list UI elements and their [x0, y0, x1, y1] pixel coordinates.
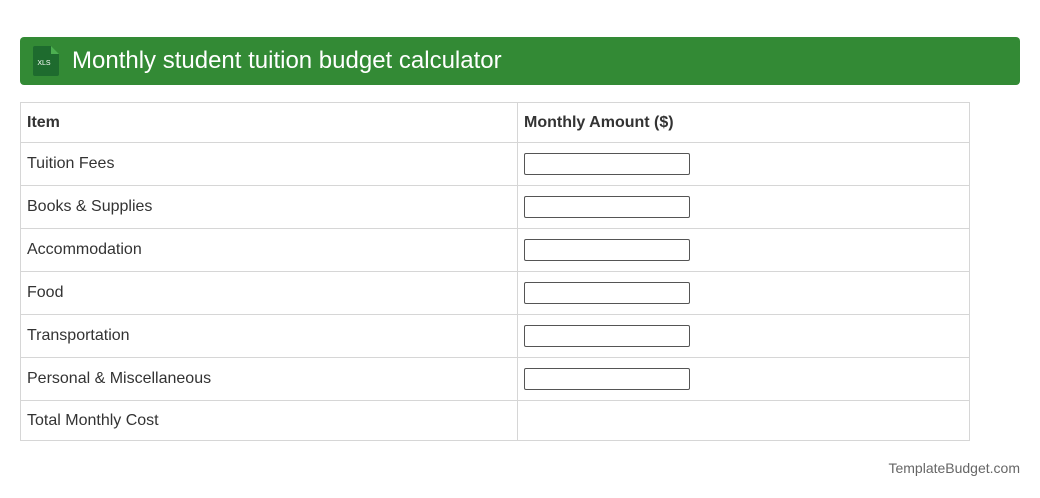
amount-cell [517, 357, 970, 401]
amount-input[interactable] [524, 239, 690, 261]
amount-input[interactable] [524, 153, 690, 175]
item-label: Accommodation [20, 228, 518, 272]
xls-icon: XLS [33, 46, 59, 76]
item-row: Food [20, 271, 970, 315]
amount-cell [517, 142, 970, 186]
item-label: Books & Supplies [20, 185, 518, 229]
amount-input[interactable] [524, 368, 690, 390]
footer-link[interactable]: TemplateBudget.com [888, 460, 1020, 476]
total-row: Total Monthly Cost [20, 400, 970, 441]
amount-input[interactable] [524, 196, 690, 218]
column-header: Item [20, 102, 518, 143]
item-row: Tuition Fees [20, 142, 970, 186]
item-label: Personal & Miscellaneous [20, 357, 518, 401]
page-title: Monthly student tuition budget calculato… [72, 47, 502, 74]
amount-input[interactable] [524, 282, 690, 304]
total-value [517, 400, 970, 441]
icon-label: XLS [37, 60, 51, 67]
item-row: Transportation [20, 314, 970, 358]
header-row: Item Monthly Amount ($) [20, 102, 970, 143]
amount-cell [517, 314, 970, 358]
item-label: Transportation [20, 314, 518, 358]
total-label: Total Monthly Cost [20, 400, 518, 441]
amount-input[interactable] [524, 325, 690, 347]
column-header: Monthly Amount ($) [517, 102, 970, 143]
amount-cell [517, 228, 970, 272]
item-row: Personal & Miscellaneous [20, 357, 970, 401]
header-bar: XLS Monthly student tuition budget calcu… [20, 37, 1020, 85]
budget-table: Item Monthly Amount ($) Tuition Fees Book… [20, 102, 970, 441]
item-row: Books & Supplies [20, 185, 970, 229]
item-row: Accommodation [20, 228, 970, 272]
item-label: Tuition Fees [20, 142, 518, 186]
amount-cell [517, 185, 970, 229]
item-label: Food [20, 271, 518, 315]
amount-cell [517, 271, 970, 315]
